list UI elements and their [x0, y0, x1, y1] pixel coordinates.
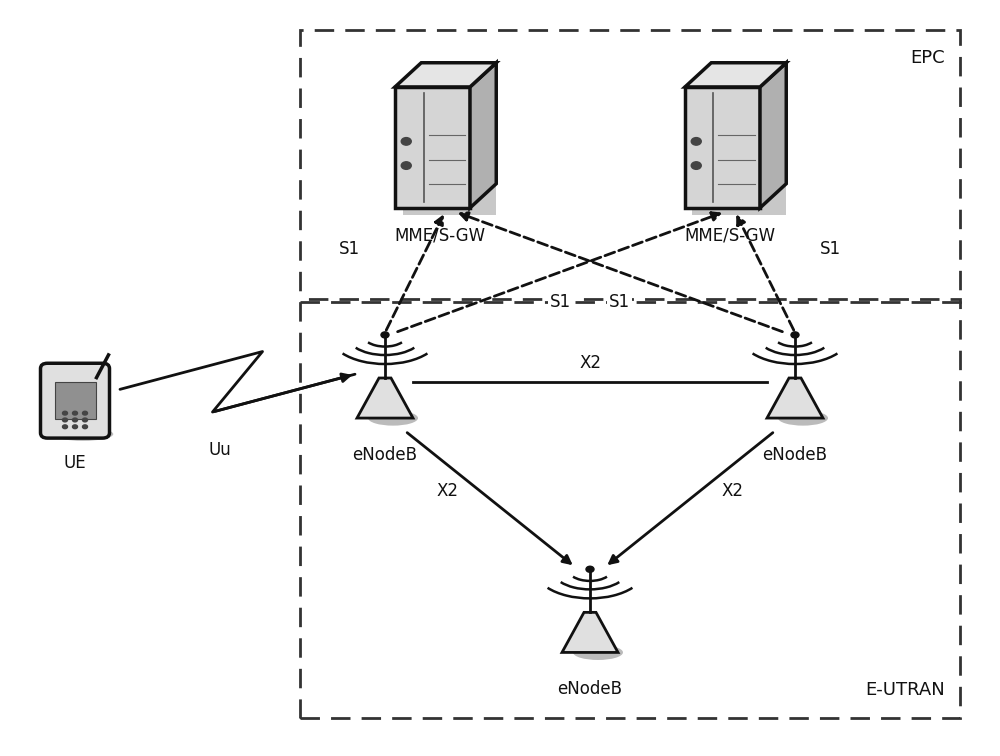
Text: eNodeB: eNodeB — [352, 446, 418, 464]
Text: S1: S1 — [820, 240, 841, 259]
Circle shape — [72, 418, 78, 422]
Circle shape — [381, 332, 389, 338]
Bar — [54, 382, 96, 419]
Bar — [395, 87, 470, 208]
Polygon shape — [760, 63, 786, 208]
Ellipse shape — [778, 411, 828, 426]
Text: EPC: EPC — [910, 49, 945, 67]
Circle shape — [62, 411, 68, 415]
Text: E-UTRAN: E-UTRAN — [865, 681, 945, 699]
Circle shape — [691, 138, 701, 145]
Bar — [685, 87, 760, 208]
Text: X2: X2 — [722, 482, 744, 500]
Text: X2: X2 — [579, 354, 601, 372]
Polygon shape — [767, 378, 823, 418]
Text: UE: UE — [64, 454, 86, 472]
Circle shape — [62, 418, 68, 422]
Polygon shape — [395, 63, 496, 87]
Circle shape — [401, 138, 411, 145]
Circle shape — [791, 332, 799, 338]
Ellipse shape — [368, 411, 418, 426]
FancyBboxPatch shape — [40, 364, 110, 438]
Text: S1: S1 — [609, 293, 630, 311]
Circle shape — [72, 411, 78, 415]
Bar — [300, 299, 960, 718]
Circle shape — [72, 425, 78, 429]
Circle shape — [82, 425, 88, 429]
Circle shape — [586, 566, 594, 572]
Text: S1: S1 — [339, 240, 360, 259]
Polygon shape — [402, 178, 496, 215]
Ellipse shape — [53, 427, 113, 441]
Text: eNodeB: eNodeB — [558, 680, 622, 699]
Bar — [300, 30, 960, 302]
Circle shape — [401, 162, 411, 169]
Text: MME/S-GW: MME/S-GW — [394, 227, 486, 245]
Polygon shape — [562, 612, 618, 652]
Text: Uu: Uu — [209, 441, 231, 459]
Circle shape — [82, 418, 88, 422]
Polygon shape — [685, 63, 786, 87]
Ellipse shape — [573, 645, 623, 660]
Circle shape — [82, 411, 88, 415]
Text: S1: S1 — [550, 293, 571, 311]
Polygon shape — [692, 178, 786, 215]
Circle shape — [691, 162, 701, 169]
Text: eNodeB: eNodeB — [763, 446, 828, 464]
Circle shape — [62, 425, 68, 429]
Polygon shape — [470, 63, 496, 208]
Text: MME/S-GW: MME/S-GW — [684, 227, 776, 245]
Polygon shape — [357, 378, 413, 418]
Text: X2: X2 — [436, 482, 458, 500]
